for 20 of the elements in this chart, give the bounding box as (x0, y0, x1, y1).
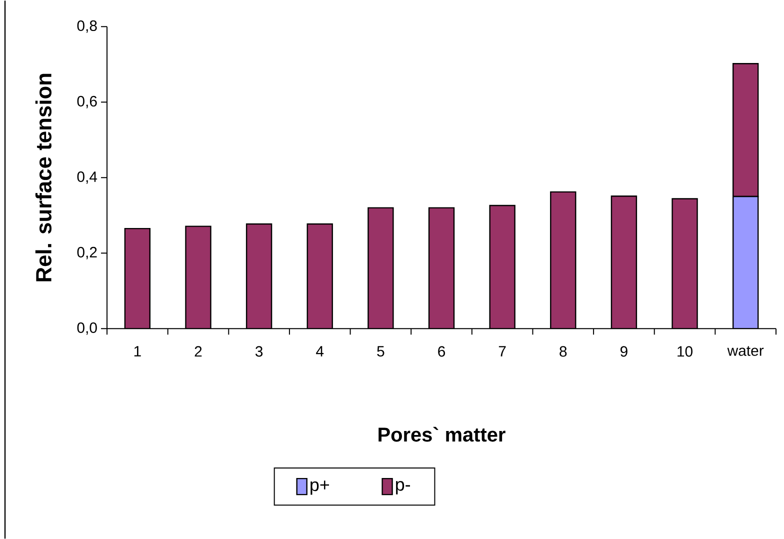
x-tick-label: 8 (560, 346, 567, 357)
y-axis-title: Rel. surface tension (35, 74, 52, 282)
x-tick-label: 4 (316, 346, 324, 356)
legend-label: p+ (310, 480, 329, 495)
x-tick-label: 5 (377, 346, 384, 356)
x-axis-title: Pores` matter (378, 426, 506, 442)
x-tick-label: 9 (620, 346, 628, 357)
x-tick-label: 1 (134, 346, 141, 356)
y-tick-label: 0,2 (77, 246, 97, 260)
y-tick-label: 0,4 (77, 171, 98, 184)
x-tick-label: 2 (194, 346, 202, 356)
x-tick-label: 7 (498, 346, 506, 356)
legend-label: p- (396, 480, 410, 494)
y-tick-label: 0,6 (77, 96, 97, 108)
x-tick-label: 10 (678, 346, 692, 357)
x-tick-label: 6 (438, 346, 446, 357)
x-tick-label: water (727, 346, 764, 356)
x-tick-label: 3 (255, 346, 263, 357)
y-tick-label: 0,8 (77, 20, 97, 33)
y-tick-label: 0,0 (77, 322, 97, 335)
